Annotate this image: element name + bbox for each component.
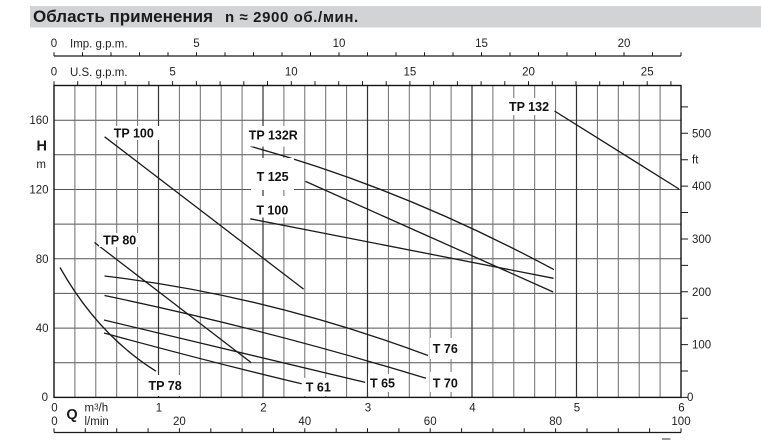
svg-text:T 61: T 61 <box>306 381 331 395</box>
svg-text:U.S. g.p.m.: U.S. g.p.m. <box>70 67 128 79</box>
svg-text:n ≈ 2900 об./мин.: n ≈ 2900 об./мин. <box>225 9 359 26</box>
svg-text:120: 120 <box>29 185 48 197</box>
svg-text:T 65: T 65 <box>370 377 395 391</box>
svg-text:0: 0 <box>42 392 48 404</box>
svg-text:60: 60 <box>424 416 437 428</box>
svg-text:80: 80 <box>549 416 562 428</box>
svg-text:Q: Q <box>66 407 77 423</box>
svg-text:0: 0 <box>687 392 693 404</box>
svg-text:160: 160 <box>29 115 48 127</box>
svg-text:40: 40 <box>298 416 311 428</box>
svg-text:25: 25 <box>641 67 654 79</box>
svg-text:Imp. g.p.m.: Imp. g.p.m. <box>70 39 128 51</box>
svg-text:100: 100 <box>671 416 690 428</box>
svg-text:15: 15 <box>475 38 488 50</box>
svg-text:5: 5 <box>169 67 175 79</box>
svg-text:m3/h: m3/h <box>85 402 109 414</box>
svg-text:6: 6 <box>678 403 684 415</box>
svg-text:0: 0 <box>51 416 57 428</box>
svg-text:40: 40 <box>36 323 49 335</box>
svg-text:2: 2 <box>260 403 266 415</box>
svg-text:TP 132R: TP 132R <box>249 129 298 143</box>
svg-text:3: 3 <box>365 403 371 415</box>
svg-text:500: 500 <box>692 128 711 140</box>
svg-text:T 70: T 70 <box>433 377 458 391</box>
svg-text:TP 100: TP 100 <box>114 127 154 141</box>
svg-text:20: 20 <box>173 416 186 428</box>
svg-text:l/min: l/min <box>85 416 109 428</box>
svg-text:TP 132: TP 132 <box>509 100 549 114</box>
svg-text:TP 78: TP 78 <box>149 379 182 393</box>
svg-text:300: 300 <box>692 234 711 246</box>
svg-text:200: 200 <box>692 287 711 299</box>
svg-text:TP 80: TP 80 <box>103 233 136 247</box>
svg-text:m: m <box>36 159 46 171</box>
svg-text:1: 1 <box>156 403 162 415</box>
svg-text:80: 80 <box>36 254 49 266</box>
svg-text:15: 15 <box>404 67 417 79</box>
svg-text:5: 5 <box>193 38 199 50</box>
svg-text:T 100: T 100 <box>256 204 288 218</box>
svg-text:10: 10 <box>285 67 298 79</box>
svg-text:Область применения: Область применения <box>33 7 213 26</box>
svg-text:ft: ft <box>692 155 699 167</box>
svg-text:H: H <box>37 139 47 155</box>
svg-text:T 76: T 76 <box>433 342 458 356</box>
svg-text:T 125: T 125 <box>257 170 289 184</box>
svg-text:5: 5 <box>574 403 580 415</box>
svg-text:400: 400 <box>692 181 711 193</box>
svg-text:100: 100 <box>692 340 711 352</box>
svg-text:20: 20 <box>618 38 631 50</box>
svg-text:4: 4 <box>469 403 476 415</box>
svg-text:0: 0 <box>51 67 57 79</box>
svg-text:0: 0 <box>51 403 57 415</box>
svg-text:0: 0 <box>51 38 57 50</box>
svg-text:10: 10 <box>333 38 346 50</box>
svg-text:20: 20 <box>522 67 535 79</box>
